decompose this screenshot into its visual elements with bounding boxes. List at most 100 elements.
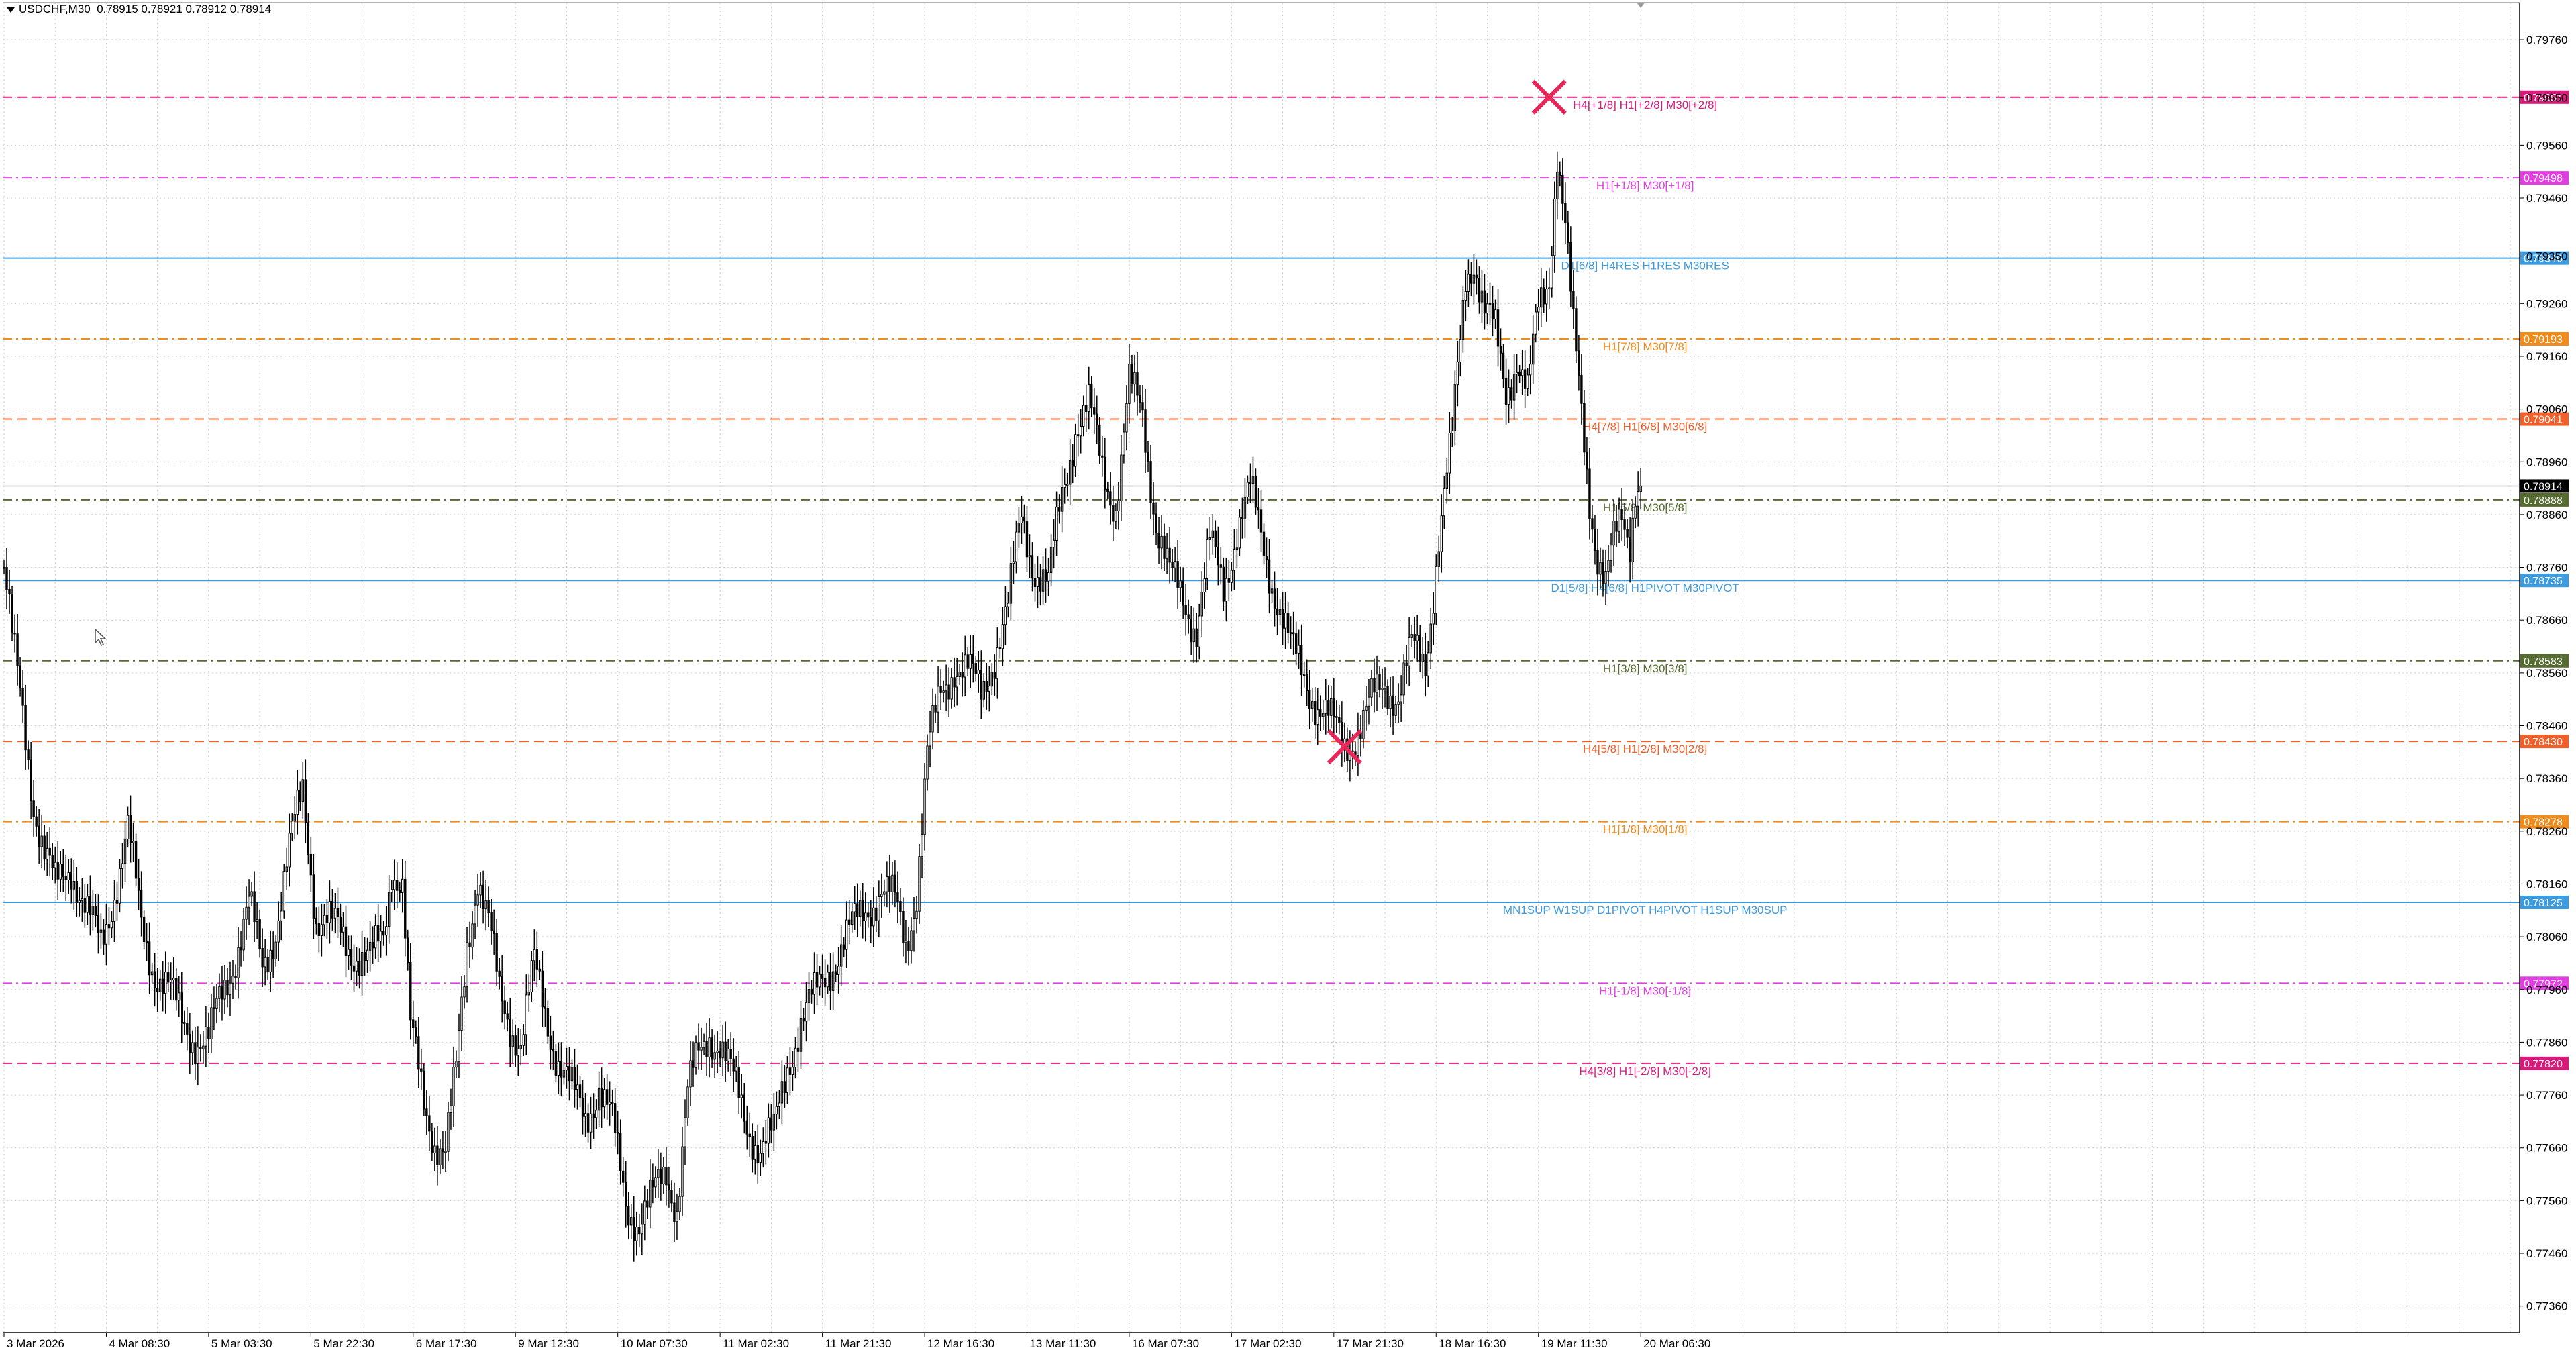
y-tick-label: 0.78660 bbox=[2526, 614, 2567, 627]
candle-body bbox=[1567, 222, 1569, 243]
candle-body bbox=[665, 1166, 668, 1186]
candle bbox=[1634, 496, 1637, 529]
candle bbox=[498, 957, 501, 990]
candle bbox=[985, 662, 988, 710]
candle bbox=[533, 929, 536, 982]
candle-body bbox=[54, 862, 56, 868]
candle-body bbox=[1400, 694, 1402, 702]
candle bbox=[1080, 409, 1082, 454]
candle-body bbox=[1230, 570, 1233, 583]
candle bbox=[186, 1007, 189, 1051]
candle bbox=[729, 1032, 732, 1076]
candle-body bbox=[258, 919, 261, 949]
candle bbox=[1470, 262, 1473, 297]
candle-body bbox=[1499, 346, 1502, 354]
candle-body bbox=[764, 1141, 768, 1144]
candle bbox=[958, 664, 961, 685]
candle-body bbox=[597, 1088, 601, 1111]
candle bbox=[525, 974, 527, 1055]
candle bbox=[170, 962, 172, 1000]
candle-body bbox=[1488, 303, 1492, 305]
candle bbox=[974, 656, 977, 682]
candle-body bbox=[75, 881, 79, 904]
candle bbox=[678, 1188, 681, 1220]
candle bbox=[21, 670, 24, 724]
candle bbox=[1093, 387, 1096, 435]
candle-body bbox=[366, 949, 369, 961]
candle-body bbox=[1068, 460, 1072, 485]
candle bbox=[700, 1027, 703, 1070]
candle bbox=[990, 663, 994, 696]
candle bbox=[756, 1124, 760, 1184]
y-tick-label: 0.77860 bbox=[2526, 1036, 2567, 1049]
level-label: H1[3/8] M30[3/8] bbox=[1603, 662, 1688, 675]
candle-body bbox=[67, 872, 70, 880]
candle-body bbox=[272, 949, 274, 960]
candle-body bbox=[894, 874, 896, 893]
candle-body bbox=[592, 1113, 595, 1118]
candle bbox=[589, 1096, 593, 1149]
candle-body bbox=[1464, 291, 1467, 301]
level-label: H4[+1/8] H1[+2/8] M30[+2/8] bbox=[1573, 99, 1717, 111]
candle bbox=[1543, 278, 1545, 313]
candle-body bbox=[886, 876, 888, 892]
candle-body bbox=[107, 924, 111, 929]
candle-body bbox=[94, 906, 97, 916]
candle-body bbox=[1104, 456, 1106, 490]
candle-body bbox=[118, 868, 121, 904]
candle bbox=[277, 901, 280, 962]
candle-body bbox=[1163, 535, 1166, 559]
candle-body bbox=[1583, 403, 1586, 453]
candle-body bbox=[102, 929, 105, 945]
candle bbox=[1246, 475, 1249, 504]
candle bbox=[910, 917, 913, 964]
candle-body bbox=[625, 1182, 627, 1207]
candle bbox=[1076, 413, 1080, 457]
candle bbox=[1166, 533, 1168, 574]
candle-body bbox=[428, 1115, 431, 1132]
x-tick-label: 5 Mar 22:30 bbox=[313, 1337, 374, 1350]
candle bbox=[966, 647, 969, 676]
candle bbox=[719, 1041, 721, 1067]
candle-body bbox=[1424, 653, 1427, 676]
candle-body bbox=[533, 949, 536, 961]
candle-body bbox=[1370, 678, 1373, 698]
candle bbox=[501, 955, 503, 1023]
candle bbox=[344, 905, 348, 978]
candle-body bbox=[1125, 403, 1128, 433]
candle-body bbox=[1063, 484, 1066, 488]
candle bbox=[854, 885, 856, 930]
candle bbox=[1085, 384, 1088, 432]
candle bbox=[1192, 607, 1195, 664]
candle-body bbox=[711, 1037, 713, 1060]
level-lines: H4[+1/8] H1[+2/8] M30[+2/8] 0.79651 H1[+1/… bbox=[3, 90, 2569, 1078]
candle-body bbox=[46, 847, 48, 860]
candle bbox=[1195, 613, 1198, 663]
candle-body bbox=[872, 907, 875, 927]
candle-body bbox=[1276, 608, 1279, 615]
candle-body bbox=[1311, 700, 1314, 709]
candle bbox=[660, 1152, 662, 1201]
candle bbox=[1607, 545, 1610, 587]
candle bbox=[595, 1099, 598, 1129]
candle bbox=[1386, 679, 1389, 716]
candle-body bbox=[867, 912, 870, 918]
candle-body bbox=[878, 896, 880, 921]
candle bbox=[791, 1051, 794, 1091]
candle-body bbox=[859, 900, 862, 917]
candle-body bbox=[132, 841, 135, 843]
candle bbox=[1023, 504, 1026, 534]
candle bbox=[735, 1055, 737, 1082]
y-tick-label: 0.79060 bbox=[2526, 403, 2567, 416]
candle bbox=[161, 961, 164, 1012]
candle bbox=[221, 965, 223, 1021]
candle bbox=[1203, 562, 1206, 609]
candle-body bbox=[635, 1227, 638, 1241]
candle bbox=[1031, 542, 1034, 592]
dropdown-arrow-icon[interactable] bbox=[7, 7, 15, 13]
candle-body bbox=[1251, 476, 1255, 484]
candle bbox=[412, 1000, 415, 1047]
candle-body bbox=[839, 944, 843, 967]
